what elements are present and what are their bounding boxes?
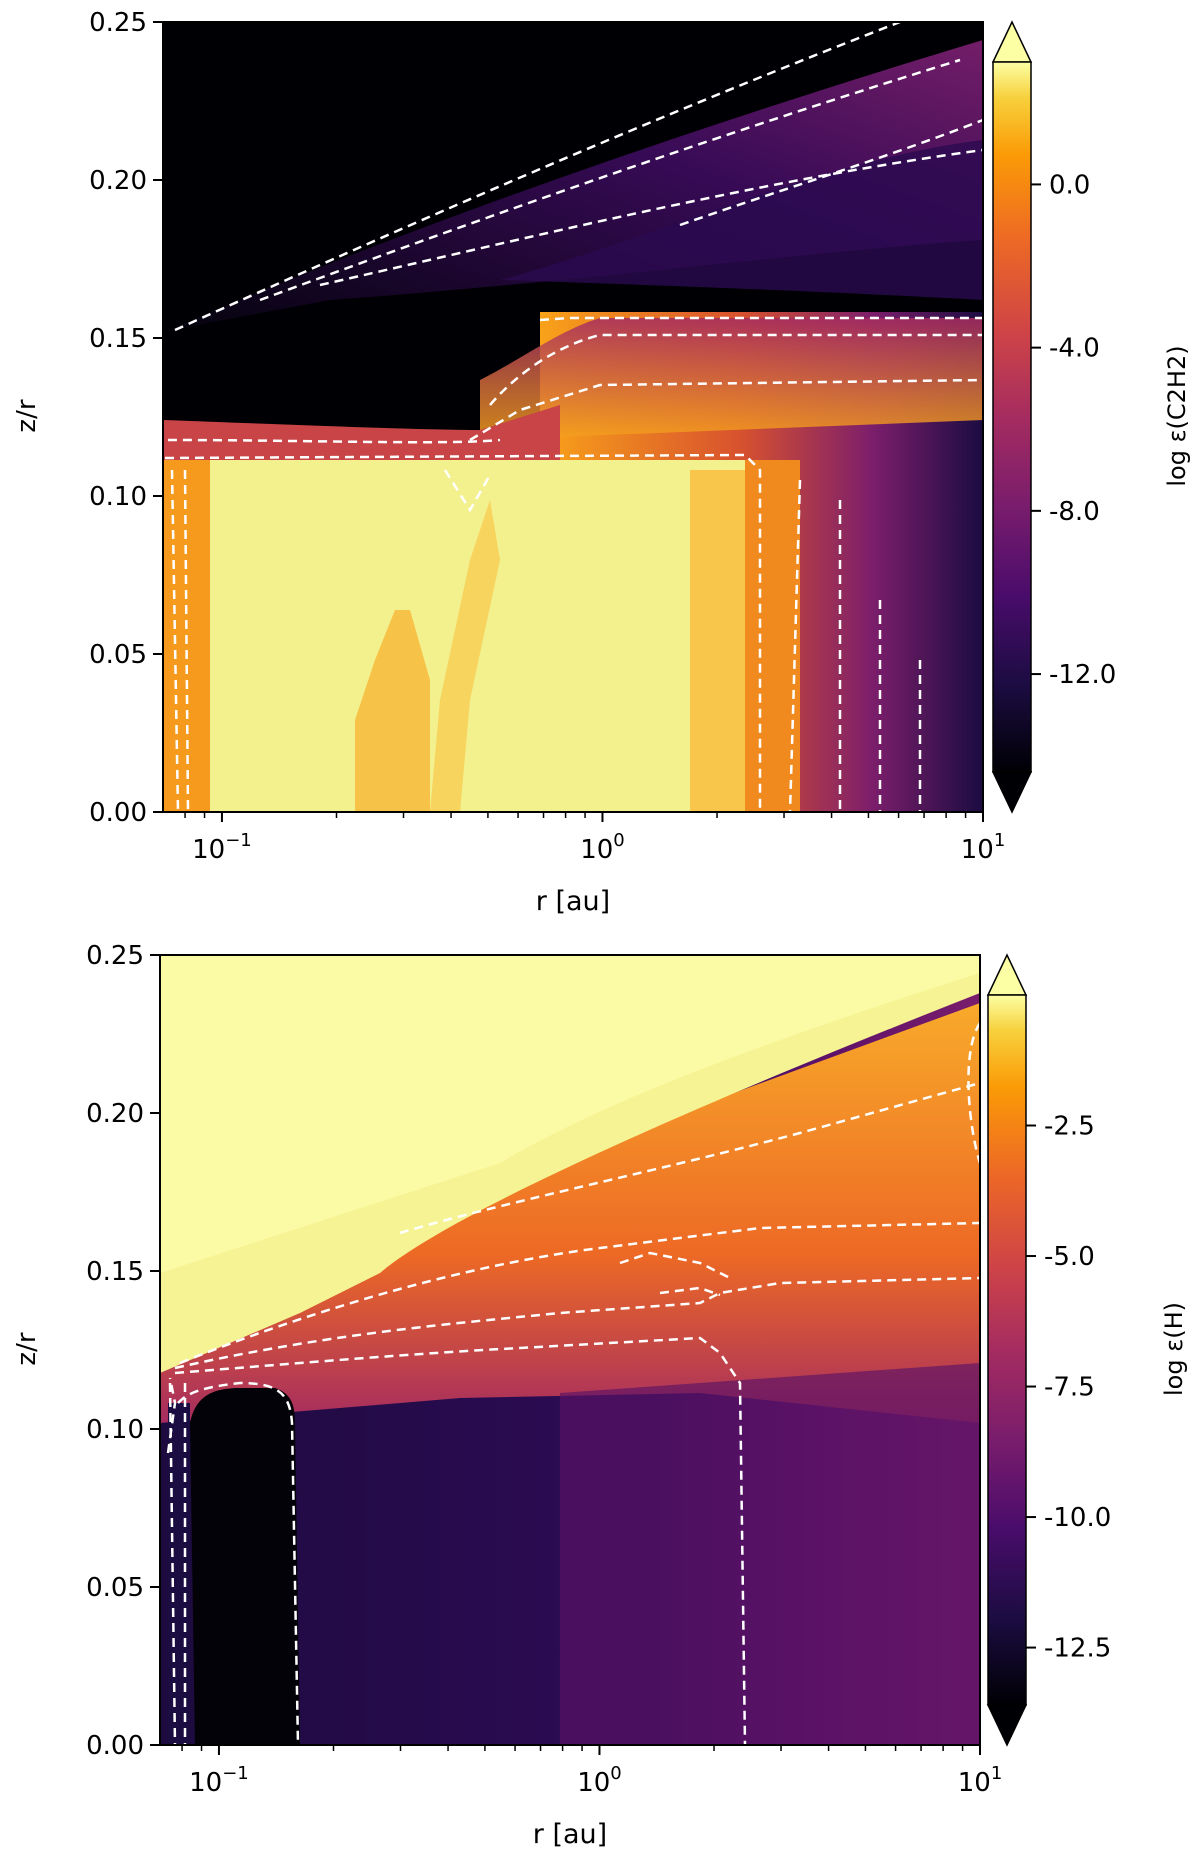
y-tick-label: 0.25: [89, 8, 147, 38]
colorbar-c2h2: [991, 20, 1033, 814]
colorbar-label: log ε(H): [1160, 1302, 1188, 1396]
y-axis-label: z/r: [12, 1332, 42, 1365]
chart-svg-h: -2.5 -5.0 -7.5 -10.0 -12.5 log ε(H) 0.00 0.05…: [12, 941, 1188, 1850]
y-tick-label: 0.20: [86, 1099, 144, 1129]
contours-c2h2: [164, 20, 984, 813]
colorbar-h: [986, 953, 1028, 1747]
colorbar-tick-label: -5.0: [1044, 1242, 1095, 1272]
heatmap-field-c2h2: [163, 22, 983, 812]
plot-frame-c2h2: [162, 21, 984, 813]
y-tick-label: 0.10: [86, 1415, 144, 1445]
colorbar-tick-label: -8.0: [1049, 497, 1100, 527]
colorbar-tick-label: -10.0: [1044, 1503, 1111, 1533]
chart-panel-c2h2: 0.0 -4.0 -8.0 -12.0 log ε(C2H2) 0.00 0.05 0.1…: [0, 0, 1200, 933]
plot-frame-h: [159, 954, 981, 1746]
y-tick-label: 0.15: [86, 1257, 144, 1287]
y-tick-label: 0.00: [86, 1731, 144, 1761]
x-tick-label: 100: [577, 1763, 622, 1798]
x-axis-label: r [au]: [536, 886, 610, 917]
colorbar-tick-label: 0.0: [1049, 170, 1090, 200]
heatmap-field-h: [160, 955, 980, 1745]
colorbar-tick-label: -7.5: [1044, 1373, 1095, 1403]
y-tick-label: 0.05: [89, 640, 147, 670]
colorbar-extend-min: [991, 771, 1033, 814]
colorbar-tick-label: -12.5: [1044, 1634, 1111, 1664]
y-tick-label: 0.25: [86, 941, 144, 971]
y-tick-label: 0.10: [89, 482, 147, 512]
chart-panel-h: -2.5 -5.0 -7.5 -10.0 -12.5 log ε(H) 0.00 0.05…: [0, 933, 1200, 1866]
colorbar-extend-max: [991, 20, 1033, 63]
y-axis-label: z/r: [12, 399, 42, 432]
x-tick-label: 101: [961, 830, 1006, 865]
x-tick-label: 100: [580, 830, 625, 865]
x-tick-label: 10−1: [189, 1763, 249, 1798]
colorbar-extend-min: [986, 1704, 1028, 1747]
x-axis-label: r [au]: [533, 1819, 607, 1850]
colorbar-tick-label: -2.5: [1044, 1112, 1095, 1142]
colorbar-label: log ε(C2H2): [1163, 345, 1191, 486]
colorbar-tick-label: -4.0: [1049, 334, 1100, 364]
contours-h: [166, 1022, 982, 1746]
x-tick-label: 10−1: [192, 830, 252, 865]
y-tick-label: 0.15: [89, 324, 147, 354]
y-tick-label: 0.20: [89, 166, 147, 196]
y-tick-label: 0.00: [89, 798, 147, 828]
colorbar-extend-max: [986, 953, 1028, 996]
colorbar-gradient: [987, 994, 1027, 1706]
colorbar-tick-label: -12.0: [1049, 660, 1116, 690]
y-tick-label: 0.05: [86, 1573, 144, 1603]
chart-svg-c2h2: 0.0 -4.0 -8.0 -12.0 log ε(C2H2) 0.00 0.05 0.1…: [12, 8, 1191, 917]
colorbar-gradient: [992, 61, 1032, 773]
x-tick-label: 101: [958, 1763, 1003, 1798]
